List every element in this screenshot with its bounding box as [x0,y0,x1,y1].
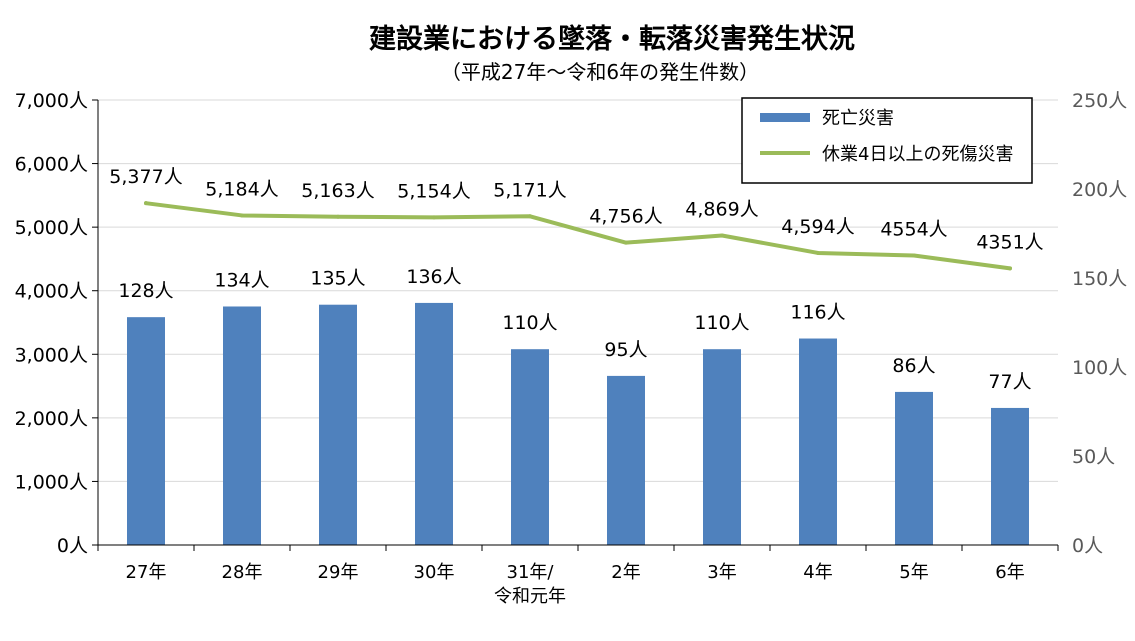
left-axis-tick-label: 0人 [57,535,88,557]
legend-label: 休業4日以上の死傷災害 [822,144,1013,165]
bar [703,349,741,545]
right-axis-tick-label: 50人 [1072,446,1115,468]
bar-data-label: 135人 [310,268,365,290]
line-data-label: 5,171人 [493,179,566,201]
line-data-label: 4554人 [880,218,947,240]
bar [799,338,837,545]
line-data-label: 5,163人 [301,180,374,202]
bar-data-label: 110人 [694,312,749,334]
x-axis-category-label: 6年 [995,562,1024,583]
line-data-label: 5,154人 [397,180,470,202]
right-axis-tick-label: 150人 [1072,268,1127,290]
line-point [720,233,724,238]
line-data-label: 4351人 [976,231,1043,253]
bar [223,306,261,545]
line-data-label: 4,869人 [685,198,758,220]
bar [127,317,165,545]
line-data-label: 5,184人 [205,178,278,200]
bar-data-label: 116人 [790,302,845,324]
x-axis-category-label: 4年 [803,562,832,583]
left-axis-tick-label: 6,000人 [15,154,88,176]
bar [415,302,453,545]
x-axis-category-label: 27年 [126,562,167,583]
bar-data-label: 77人 [988,371,1031,393]
axes: 0人 1,000人 2,000人 3,000人 4,000人 5,000人 6,000人 7,… [15,90,1128,607]
line-series [144,201,1012,271]
left-axis-tick-label: 3,000人 [15,344,88,366]
line-point [336,214,340,219]
right-axis-tick-label: 200人 [1072,179,1127,201]
bar-data-label: 95人 [604,339,647,361]
left-axis-tick-label: 7,000人 [15,90,88,112]
line-point [432,215,436,220]
bar-data-label: 128人 [118,280,173,302]
bar [319,304,357,545]
line-point [240,213,244,218]
legend-swatch-bar [760,113,810,122]
bar-data-label: 110人 [502,312,557,334]
line-point [912,253,916,258]
legend-box [741,97,1033,184]
line-point [144,201,148,206]
x-axis-category-label: 30年 [414,562,455,583]
line-data-label: 5,377人 [109,166,182,188]
right-axis-tick-label: 0人 [1072,535,1103,557]
line-point [816,250,820,255]
x-axis-category-label: 29年 [318,562,359,583]
line-point [624,240,628,245]
x-axis-category-label: 28年 [222,562,263,583]
right-axis-tick-label: 250人 [1072,90,1127,112]
legend-label: 死亡災害 [822,108,894,129]
bar [895,391,933,545]
chart-title: 建設業における墜落・転落災害発生状況 [369,23,855,55]
line-point [1008,266,1012,271]
line-data-label: 4,756人 [589,206,662,228]
bar-series [127,302,1029,545]
bar-data-label: 134人 [214,269,269,291]
left-axis-tick-label: 1,000人 [15,471,88,493]
line-point [528,214,532,219]
line-path [144,201,1012,271]
right-axis-tick-label: 100人 [1072,357,1127,379]
left-axis-tick-label: 4,000人 [15,281,88,303]
x-axis-category-label: 2年 [611,562,640,583]
bar-data-label: 136人 [406,266,461,288]
data-labels: 128人 134人 135人 136人 110人 95人 110人 116人 86人 77人 5,3… [109,166,1043,393]
bar [607,375,645,545]
x-axis-category-label: 令和元年 [494,586,566,607]
x-axis-category-label: 31年/ [507,562,555,583]
x-axis-category-label: 5年 [899,562,928,583]
left-axis-tick-label: 2,000人 [15,408,88,430]
chart-subtitle: （平成27年～令和6年の発生件数） [441,60,759,84]
line-data-label: 4,594人 [781,216,854,238]
bar [511,349,549,545]
bar-data-label: 86人 [892,355,935,377]
left-axis-tick-label: 5,000人 [15,217,88,239]
x-axis-category-label: 3年 [707,562,736,583]
bar [991,407,1029,545]
